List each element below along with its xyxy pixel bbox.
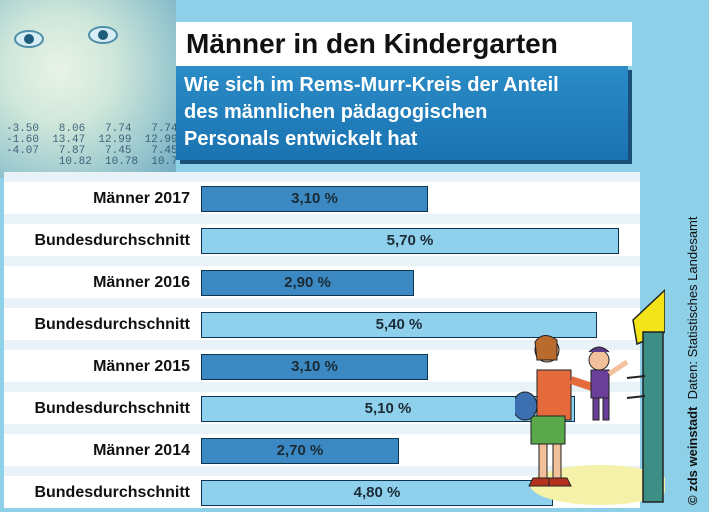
- category-label: Bundesdurchschnitt: [34, 400, 190, 417]
- chart-subtitle: Wie sich im Rems-Murr-Kreis der Anteil d…: [176, 66, 628, 160]
- photo-numbers: -3.50 8.06 7.74 7.74 -1.60 13.47 12.99 1…: [6, 123, 176, 168]
- baby-photo: -3.50 8.06 7.74 7.74 -1.60 13.47 12.99 1…: [0, 0, 176, 178]
- bar-men: [201, 186, 428, 212]
- category-label: Bundesdurchschnitt: [34, 484, 190, 501]
- bar-national-average: [201, 396, 575, 422]
- bar-value-label: 5,40 %: [375, 316, 423, 333]
- subtitle-line: Personals entwickelt hat: [184, 128, 418, 150]
- bar-value-label: 3,10 %: [291, 358, 338, 375]
- subtitle-line: Wie sich im Rems-Murr-Kreis der Anteil: [184, 74, 559, 96]
- bar-men: [201, 354, 428, 380]
- category-label: Männer 2015: [93, 358, 190, 375]
- bar-national-average: [201, 480, 553, 506]
- teacher-child-illustration: [515, 288, 665, 505]
- bar-value-label: 5,70 %: [386, 232, 434, 249]
- category-label: Bundesdurchschnitt: [34, 232, 190, 249]
- category-label: Bundesdurchschnitt: [34, 316, 190, 333]
- bar-value-label: 4,80 %: [353, 484, 401, 501]
- category-label: Männer 2016: [93, 274, 190, 291]
- bar-value-label: 2,70 %: [276, 442, 324, 459]
- bar-men: [201, 438, 399, 464]
- bar-value-label: 5,10 %: [364, 400, 412, 417]
- bar-national-average: [201, 312, 597, 338]
- bar-value-label: 2,90 %: [284, 274, 331, 291]
- bar-national-average: [201, 228, 619, 254]
- category-label: Männer 2014: [93, 442, 190, 459]
- bar-men: [201, 270, 414, 296]
- bar-value-label: 3,10 %: [291, 190, 338, 207]
- eye-icon: [14, 30, 44, 48]
- source-credit: © zds weinstadt Daten: Statistisches Lan…: [685, 216, 700, 506]
- subtitle-line: des männlichen pädagogischen: [184, 101, 488, 123]
- chart-title: Männer in den Kindergarten: [176, 22, 632, 66]
- category-label: Männer 2017: [93, 190, 190, 207]
- eye-icon: [88, 26, 118, 44]
